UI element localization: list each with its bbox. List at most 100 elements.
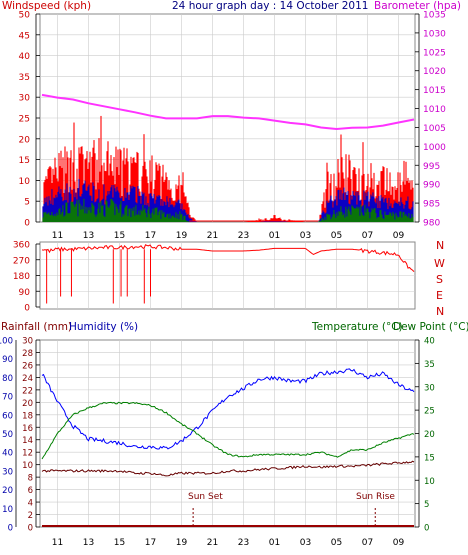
- temp-tick-label-35: 35: [424, 360, 435, 370]
- temperature-axis-title: Temperature (°C): [311, 321, 403, 333]
- humidity-tick-label-20: 20: [2, 486, 13, 496]
- baro-tick-label-985: 985: [423, 200, 440, 210]
- humidity-tick-label-90: 90: [2, 355, 13, 365]
- temp-tick-label-0: 0: [424, 524, 429, 534]
- wind-tick-label-0: 0: [24, 219, 30, 229]
- baro-tick-label-1000: 1000: [423, 143, 446, 153]
- temp-x-tick-05: 05: [331, 538, 342, 548]
- wind-x-tick-03: 03: [300, 231, 311, 241]
- rain-tick-label-2: 2: [28, 511, 33, 521]
- sunrise-label: Sun Rise: [356, 492, 395, 502]
- temperature-axis: 0 5 10 15 20 25 30 35 40: [415, 337, 435, 534]
- rain-tick-label-14: 14: [22, 436, 33, 446]
- wind-x-tick-11: 11: [52, 231, 63, 241]
- humidity-axis: 0 10 20 30 40 50 60 70 80 90 100: [0, 337, 17, 534]
- humidity-tick-label-60: 60: [2, 411, 13, 421]
- rain-tick-label-22: 22: [22, 386, 33, 396]
- humidity-tick-label-10: 10: [2, 505, 13, 515]
- temp-x-tick-01: 01: [269, 538, 280, 548]
- temp-grid: [40, 340, 415, 527]
- wind-direction-panel: 0 90 180 270 360 N W S E N: [13, 239, 445, 318]
- direction-label-n1: N: [436, 239, 444, 252]
- dewpoint-axis-title: Dew Point (°C): [393, 321, 468, 333]
- wind-tick-label-50: 50: [19, 11, 31, 21]
- humidity-tick-label-100: 100: [0, 337, 13, 347]
- rain-tick-label-20: 20: [22, 399, 33, 409]
- temperature-line: [41, 401, 415, 460]
- direction-label-s: S: [436, 273, 443, 286]
- direction-label-e: E: [436, 289, 443, 302]
- baro-tick-label-1020: 1020: [423, 67, 446, 77]
- direction-label-n2: N: [436, 305, 444, 318]
- rain-tick-label-0: 0: [28, 524, 33, 534]
- barometer-series: [41, 93, 415, 131]
- wind-x-tick-19: 19: [176, 231, 188, 241]
- temp-x-tick-17: 17: [145, 538, 156, 548]
- rainfall-axis-title: Rainfall (mm): [1, 321, 72, 333]
- direction-tick-label-0: 0: [24, 304, 30, 314]
- temp-series: [41, 368, 415, 527]
- rain-tick-label-10: 10: [22, 461, 33, 471]
- direction-left-axis: 0 90 180 270 360: [13, 241, 40, 314]
- sunset-label: Sun Set: [188, 492, 223, 502]
- wind-tick-label-30: 30: [19, 94, 31, 104]
- wind-tick-label-40: 40: [19, 52, 31, 62]
- baro-tick-label-980: 980: [423, 219, 440, 229]
- baro-tick-label-995: 995: [423, 162, 440, 172]
- temp-x-tick-03: 03: [300, 538, 311, 548]
- wind-tick-label-15: 15: [19, 156, 30, 166]
- temp-x-tick-15: 15: [114, 538, 125, 548]
- humidity-tick-label-30: 30: [2, 467, 13, 477]
- wind-tick-label-20: 20: [19, 135, 31, 145]
- rain-tick-label-8: 8: [28, 474, 33, 484]
- barometer-right-axis: 980 985 990 995 1000 1005 1010 1015 1020 1025 1030…: [415, 11, 446, 229]
- temp-tick-label-20: 20: [424, 430, 435, 440]
- temp-x-tick-09: 09: [393, 538, 405, 548]
- rain-tick-label-28: 28: [22, 349, 33, 359]
- wind-x-tick-23: 23: [238, 231, 249, 241]
- wind-x-tick-15: 15: [114, 231, 125, 241]
- baro-tick-label-1015: 1015: [423, 86, 446, 96]
- barometer-line: [41, 93, 415, 131]
- rain-tick-label-24: 24: [22, 374, 33, 384]
- humidity-axis-title: Humidity (%): [69, 321, 138, 333]
- temp-x-tick-07: 07: [362, 538, 373, 548]
- wind-x-tick-07: 07: [362, 231, 373, 241]
- baro-tick-label-1035: 1035: [423, 11, 446, 21]
- rain-tick-label-26: 26: [22, 361, 33, 371]
- wind-x-tick-21: 21: [207, 231, 218, 241]
- baro-tick-label-990: 990: [423, 181, 440, 191]
- barometer-axis-title: Barometer (hpa): [374, 0, 461, 12]
- rain-tick-label-30: 30: [22, 337, 33, 347]
- temp-x-tick-19: 19: [176, 538, 188, 548]
- temp-tick-label-30: 30: [424, 383, 435, 393]
- humidity-tick-label-40: 40: [2, 449, 13, 459]
- wind-tick-label-35: 35: [19, 73, 30, 83]
- wind-tick-label-45: 45: [19, 31, 30, 41]
- wind-series: [42, 115, 414, 222]
- baro-tick-label-1010: 1010: [423, 105, 446, 115]
- humidity-line: [41, 368, 415, 450]
- temp-x-axis: 11 13 15 17 19 21 23 01 03 05 07 09: [52, 538, 405, 548]
- direction-grid: [40, 242, 415, 309]
- humidity-tick-label-0: 0: [8, 524, 13, 534]
- baro-tick-label-1005: 1005: [423, 124, 446, 134]
- wind-x-tick-17: 17: [145, 231, 156, 241]
- rain-tick-label-16: 16: [22, 424, 33, 434]
- humidity-tick-label-80: 80: [2, 374, 13, 384]
- wind-x-tick-09: 09: [393, 231, 405, 241]
- direction-series: [41, 244, 415, 304]
- rain-tick-label-4: 4: [28, 499, 33, 509]
- dewpoint-line: [41, 460, 415, 477]
- wind-tick-label-5: 5: [24, 198, 30, 208]
- direction-label-w: W: [434, 257, 445, 270]
- temp-tick-label-10: 10: [424, 477, 435, 487]
- temp-tick-label-25: 25: [424, 407, 435, 417]
- wind-tick-label-25: 25: [19, 115, 30, 125]
- direction-line: [41, 244, 415, 272]
- direction-tick-label-180: 180: [13, 272, 30, 282]
